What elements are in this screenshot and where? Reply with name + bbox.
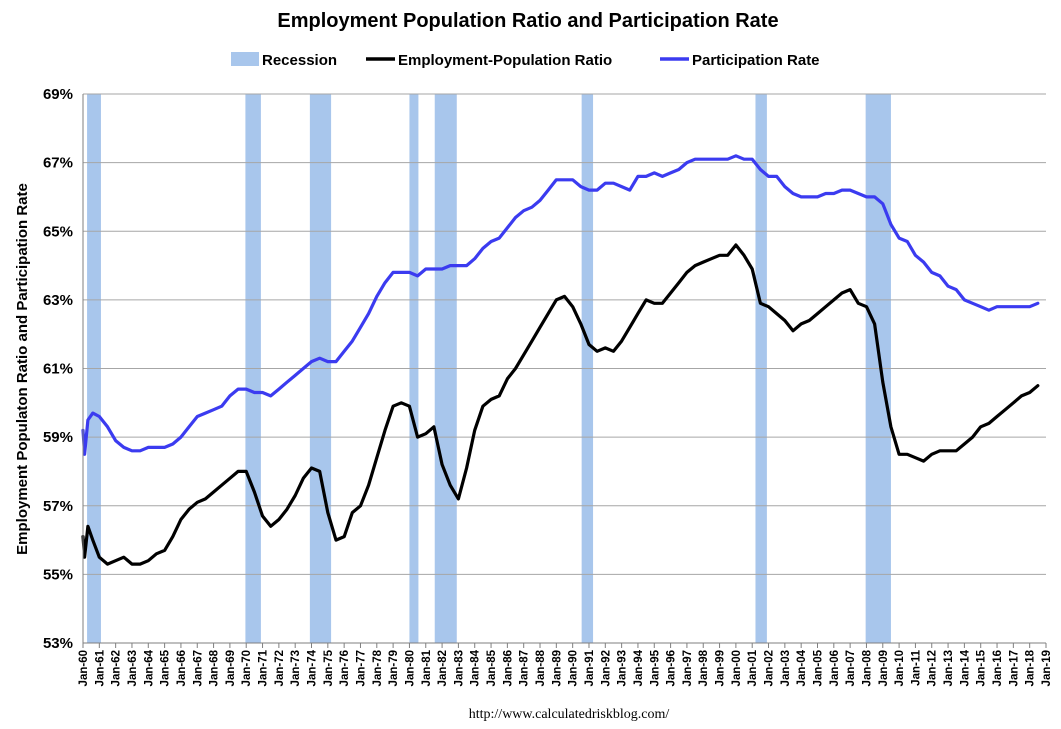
x-tick-label-23: Jan-83	[453, 650, 465, 686]
legend-label-participation-rate: Participation Rate	[692, 52, 820, 69]
axes	[82, 94, 1046, 644]
x-tick-label-54: Jan-14	[959, 649, 971, 686]
x-tick-label-39: Jan-99	[715, 650, 727, 686]
x-tick-label-5: Jan-65	[160, 649, 172, 686]
x-tick-label-38: Jan-98	[698, 649, 710, 686]
y-tick-labels: 53% 55% 57% 59% 61% 63% 65% 67% 69%	[43, 86, 73, 652]
x-tick-label-7: Jan-67	[192, 650, 204, 686]
x-tick-label-16: Jan-76	[339, 650, 351, 686]
x-tick-label-50: Jan-10	[894, 650, 906, 686]
x-tick-label-41: Jan-01	[747, 649, 759, 686]
chart-title: Employment Population Ratio and Particip…	[277, 10, 778, 32]
series-line-participation-rate	[81, 154, 1040, 456]
x-tick-label-11: Jan-71	[258, 649, 270, 686]
x-tick-label-12: Jan-72	[274, 650, 286, 686]
x-tick-label-1: Jan-61	[94, 649, 106, 686]
legend: Recession Employment-Population Ratio Pa…	[231, 52, 820, 69]
y-tick-label-2: 57%	[43, 498, 73, 515]
x-tick-label-32: Jan-92	[600, 650, 612, 686]
x-tick-label-27: Jan-87	[519, 650, 531, 686]
x-tick-label-56: Jan-16	[992, 650, 1004, 686]
x-tick-label-13: Jan-73	[290, 650, 302, 686]
x-tick-label-59: Jan-19	[1041, 650, 1053, 686]
x-tick-label-35: Jan-95	[649, 649, 661, 686]
x-tick-label-0: Jan-60	[78, 650, 90, 686]
y-tick-label-8: 69%	[43, 86, 73, 103]
y-tick-label-7: 67%	[43, 155, 73, 172]
x-tick-label-48: Jan-08	[861, 649, 873, 686]
x-tick-label-6: Jan-66	[176, 650, 188, 686]
x-tick-label-36: Jan-96	[666, 650, 678, 686]
x-tick-label-24: Jan-84	[470, 649, 482, 686]
x-tick-label-8: Jan-68	[209, 649, 221, 686]
x-tick-label-30: Jan-90	[568, 650, 580, 686]
legend-item-employment-population-ratio: Employment-Population Ratio	[366, 52, 612, 69]
x-tick-label-14: Jan-74	[307, 649, 319, 686]
x-tick-label-49: Jan-09	[878, 650, 890, 686]
x-tick-label-43: Jan-03	[780, 650, 792, 686]
legend-item-participation-rate: Participation Rate	[660, 52, 820, 69]
x-tick-label-42: Jan-02	[764, 650, 776, 686]
y-tick-label-1: 55%	[43, 566, 73, 583]
x-tick-label-4: Jan-64	[143, 649, 155, 686]
x-tick-label-21: Jan-81	[421, 649, 433, 686]
x-tick-label-2: Jan-62	[111, 650, 123, 686]
x-tick-label-25: Jan-85	[486, 649, 498, 686]
x-tick-label-17: Jan-77	[355, 650, 367, 686]
x-tick-label-52: Jan-12	[927, 650, 939, 686]
x-tick-label-46: Jan-06	[829, 650, 841, 686]
x-tick-label-3: Jan-63	[127, 650, 139, 686]
legend-swatch-recession	[231, 52, 259, 66]
x-tick-label-18: Jan-78	[372, 649, 384, 686]
x-tick-label-51: Jan-11	[910, 649, 922, 685]
series-line-employment-population-ratio	[81, 243, 1040, 566]
y-tick-label-4: 61%	[43, 361, 73, 378]
x-tick-label-29: Jan-89	[551, 650, 563, 686]
legend-label-employment-population-ratio: Employment-Population Ratio	[398, 52, 612, 69]
x-tick-label-20: Jan-80	[404, 650, 416, 686]
x-tick-label-58: Jan-18	[1025, 649, 1037, 686]
gridlines	[83, 93, 1046, 644]
x-tick-label-57: Jan-17	[1008, 650, 1020, 686]
x-tick-label-9: Jan-69	[225, 650, 237, 686]
y-axis-label: Employment Populaton Ratio and Participa…	[14, 183, 31, 555]
legend-item-recession: Recession	[231, 52, 337, 69]
x-tick-label-19: Jan-79	[388, 650, 400, 686]
y-tick-label-0: 53%	[43, 635, 73, 652]
source-url: http://www.calculatedriskblog.com/	[469, 707, 670, 722]
x-tick-label-33: Jan-93	[617, 650, 629, 686]
y-tick-label-5: 63%	[43, 292, 73, 309]
x-tick-label-37: Jan-97	[682, 650, 694, 686]
x-tick-label-40: Jan-00	[731, 650, 743, 686]
x-tick-label-44: Jan-04	[796, 649, 808, 686]
x-tick-label-15: Jan-75	[323, 649, 335, 686]
x-tick-label-47: Jan-07	[845, 650, 857, 686]
x-tick-label-45: Jan-05	[812, 649, 824, 686]
x-tick-labels: Jan-60 Jan-61 Jan-62 Jan-63 Jan-64 Jan-65 Jan-…	[78, 643, 1053, 686]
x-tick-label-10: Jan-70	[241, 650, 253, 686]
x-tick-label-34: Jan-94	[633, 649, 645, 686]
y-tick-label-3: 59%	[43, 429, 73, 446]
x-tick-label-28: Jan-88	[535, 649, 547, 686]
x-tick-label-55: Jan-15	[976, 649, 988, 686]
x-tick-label-26: Jan-86	[502, 650, 514, 686]
legend-label-recession: Recession	[262, 52, 337, 69]
x-tick-label-53: Jan-13	[943, 650, 955, 686]
x-tick-label-22: Jan-82	[437, 650, 449, 686]
x-tick-label-31: Jan-91	[584, 649, 596, 686]
y-tick-label-6: 65%	[43, 223, 73, 240]
series-lines	[81, 154, 1040, 566]
